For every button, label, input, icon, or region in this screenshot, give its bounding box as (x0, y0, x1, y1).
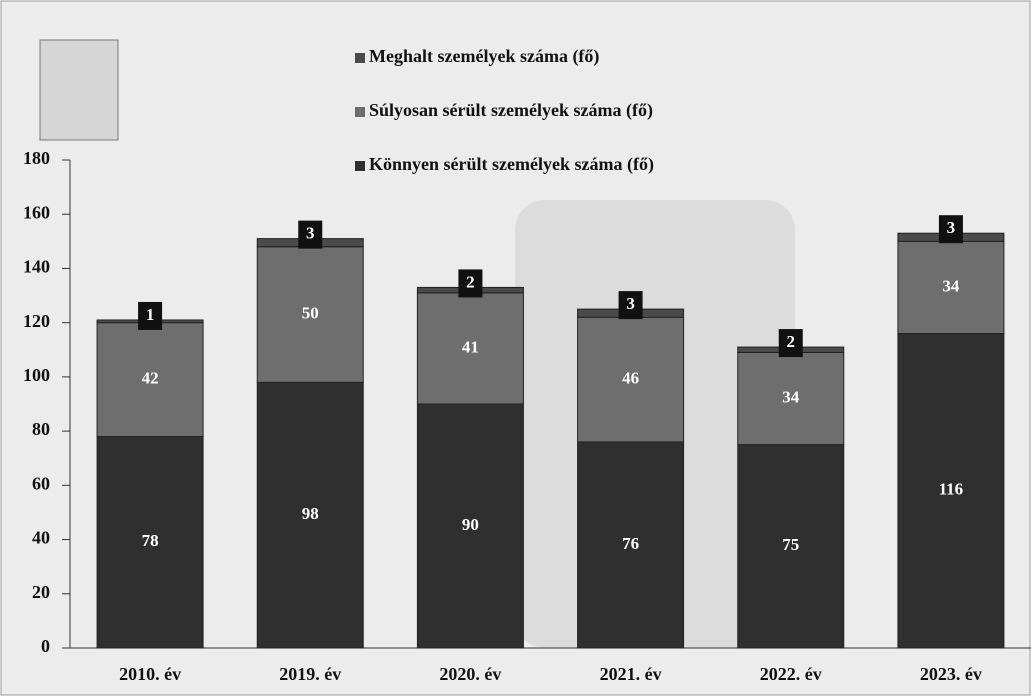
data-label: 1 (146, 305, 155, 324)
y-tick-label: 160 (23, 202, 50, 222)
bar-segment (416, 403, 524, 649)
data-label: 75 (782, 535, 799, 554)
y-tick-label: 20 (32, 582, 50, 602)
data-label: 46 (622, 369, 639, 388)
label-box (458, 269, 483, 298)
data-label: 116 (939, 480, 964, 499)
y-tick-label: 80 (32, 419, 50, 439)
label-box (298, 220, 323, 249)
data-label: 41 (462, 337, 479, 356)
bar-segment (256, 246, 364, 383)
data-label: 76 (622, 534, 639, 553)
data-label: 90 (462, 515, 479, 534)
legend-label: Súlyosan sérült személyek száma (fő) (369, 100, 653, 121)
label-box (618, 291, 643, 320)
bar-segment (737, 444, 845, 649)
data-label: 34 (942, 276, 960, 295)
x-tick-label: 2022. év (760, 664, 822, 684)
data-label: 3 (947, 218, 956, 237)
x-tick-label: 2023. év (920, 664, 982, 684)
data-label: 3 (626, 294, 635, 313)
legend-swatch (355, 161, 365, 171)
bar-segment (577, 316, 685, 443)
data-label: 98 (302, 504, 319, 523)
x-tick-label: 2020. év (439, 664, 501, 684)
bar-segment (416, 292, 524, 405)
logo (39, 39, 119, 141)
bar-segment (256, 381, 364, 649)
x-tick-label: 2021. év (600, 664, 662, 684)
bar-segment (897, 240, 1005, 335)
data-label: 34 (782, 387, 800, 406)
bar-segment (737, 351, 845, 446)
bar-segment (897, 333, 1005, 649)
legend-label: Könnyen sérült személyek száma (fő) (369, 154, 654, 175)
label-box (938, 215, 963, 244)
data-label: 2 (787, 332, 796, 351)
data-label: 2 (466, 272, 475, 291)
legend-swatch (355, 107, 365, 117)
data-label: 50 (302, 303, 319, 322)
y-tick-label: 120 (23, 311, 50, 331)
legend-label: Meghalt személyek száma (fő) (369, 46, 599, 67)
y-tick-label: 140 (23, 257, 50, 277)
data-label: 3 (306, 224, 315, 243)
label-box (138, 301, 163, 330)
bar-segment (577, 441, 685, 649)
y-tick-label: 40 (32, 528, 50, 548)
y-tick-label: 0 (41, 636, 50, 656)
y-tick-label: 180 (23, 148, 50, 168)
data-label: 78 (142, 531, 159, 550)
x-tick-label: 2010. év (119, 664, 181, 684)
label-box (778, 329, 803, 358)
legend-swatch (355, 53, 365, 63)
y-tick-label: 60 (32, 473, 50, 493)
y-tick-label: 100 (23, 365, 50, 385)
data-label: 42 (142, 369, 159, 388)
x-tick-label: 2019. év (279, 664, 341, 684)
